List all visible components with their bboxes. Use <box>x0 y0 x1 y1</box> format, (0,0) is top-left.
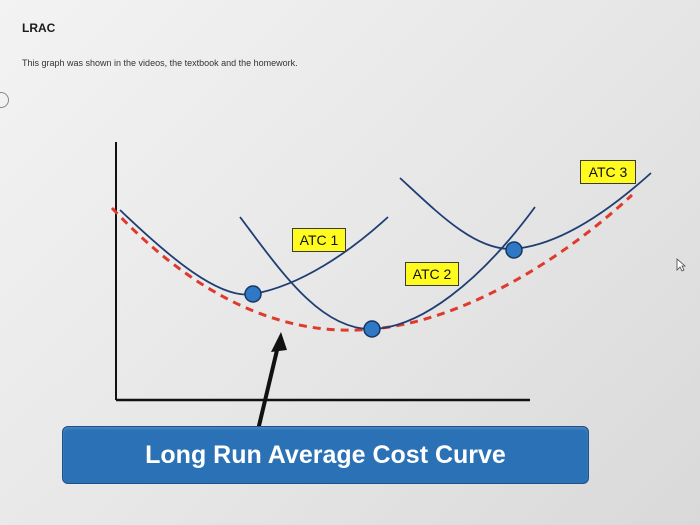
page-description: This graph was shown in the videos, the … <box>22 58 298 68</box>
atc2-curve <box>239 206 536 330</box>
lrac-curve <box>110 193 634 332</box>
pointer-arrow-head <box>271 332 287 352</box>
atc1-label: ATC 1 <box>292 228 346 252</box>
lrac-caption: Long Run Average Cost Curve <box>62 426 589 484</box>
mouse-pointer-icon <box>676 258 686 272</box>
pointer-arrow-shaft <box>256 345 280 431</box>
atc3-curve <box>399 172 652 250</box>
page-title: LRAC <box>22 21 56 35</box>
tangent-point-atc2 <box>363 320 381 338</box>
atc2-label: ATC 2 <box>405 262 459 286</box>
tangent-point-atc3 <box>505 241 523 259</box>
atc1-curve <box>119 209 389 296</box>
tangent-point-atc1 <box>244 285 262 303</box>
atc3-label: ATC 3 <box>580 160 636 184</box>
